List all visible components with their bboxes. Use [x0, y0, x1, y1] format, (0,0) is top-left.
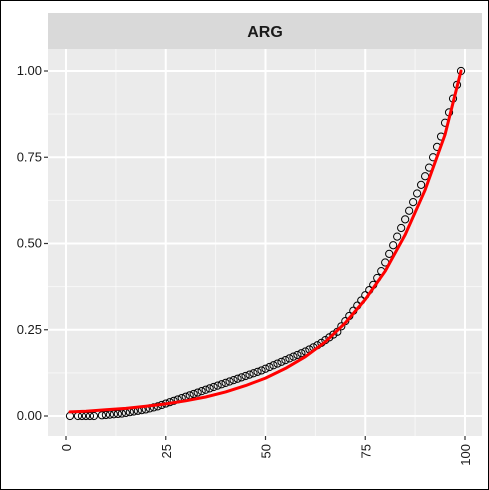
data-point: [221, 378, 230, 387]
y-tick-label: 0.50: [17, 236, 42, 251]
data-point: [297, 349, 306, 358]
y-tick-label: 0.25: [17, 322, 42, 337]
data-point: [405, 206, 414, 215]
data-point: [413, 189, 422, 198]
data-point: [97, 411, 107, 420]
data-point: [233, 374, 242, 383]
data-point: [217, 380, 226, 389]
data-point: [253, 367, 262, 376]
data-point: [193, 388, 202, 397]
y-tick-label: 0.75: [17, 149, 42, 164]
data-point: [337, 322, 346, 331]
grid: [48, 49, 482, 436]
y-tick-label: 1.00: [17, 63, 42, 78]
x-tick-label: 0: [59, 444, 74, 451]
data-point: [189, 389, 198, 399]
data-point: [225, 377, 234, 386]
data-point: [285, 354, 294, 363]
data-point: [261, 364, 270, 373]
data-point: [401, 215, 410, 224]
data-point: [89, 411, 99, 421]
data-point: [241, 371, 250, 381]
data-point: [409, 198, 418, 207]
fit-line-group: [68, 69, 463, 414]
data-point: [209, 382, 218, 392]
axes: 0.00 0.25 0.50 0.75 1.00 0 25 50 75 100: [17, 63, 473, 466]
data-point: [245, 370, 254, 379]
x-tick-label: 50: [259, 444, 274, 458]
data-point: [269, 361, 278, 370]
data-point: [101, 410, 111, 420]
fit-line: [68, 69, 463, 414]
data-point: [229, 376, 238, 385]
facet-label: ARG: [247, 24, 283, 41]
data-point: [417, 180, 426, 189]
data-point: [277, 357, 286, 366]
y-tick-label: 0.00: [17, 408, 42, 423]
data-point: [205, 384, 214, 393]
x-tick-label: 75: [358, 444, 373, 458]
data-point: [197, 387, 206, 396]
x-tick-label: 25: [159, 444, 174, 458]
data-point: [293, 350, 302, 360]
data-point: [273, 359, 282, 368]
data-point: [289, 352, 298, 361]
data-point: [213, 381, 222, 390]
data-point: [385, 249, 394, 258]
data-point: [389, 241, 398, 250]
data-point: [333, 327, 342, 336]
data-point: [249, 369, 258, 378]
data-point: [201, 385, 210, 394]
data-point: [265, 362, 274, 372]
data-point: [237, 373, 246, 382]
data-point: [281, 356, 290, 365]
data-point: [393, 232, 402, 241]
facet-strip: [48, 13, 482, 49]
data-point: [397, 223, 406, 233]
data-point: [257, 366, 266, 375]
x-tick-label: 100: [458, 444, 473, 466]
data-point: [149, 403, 158, 412]
